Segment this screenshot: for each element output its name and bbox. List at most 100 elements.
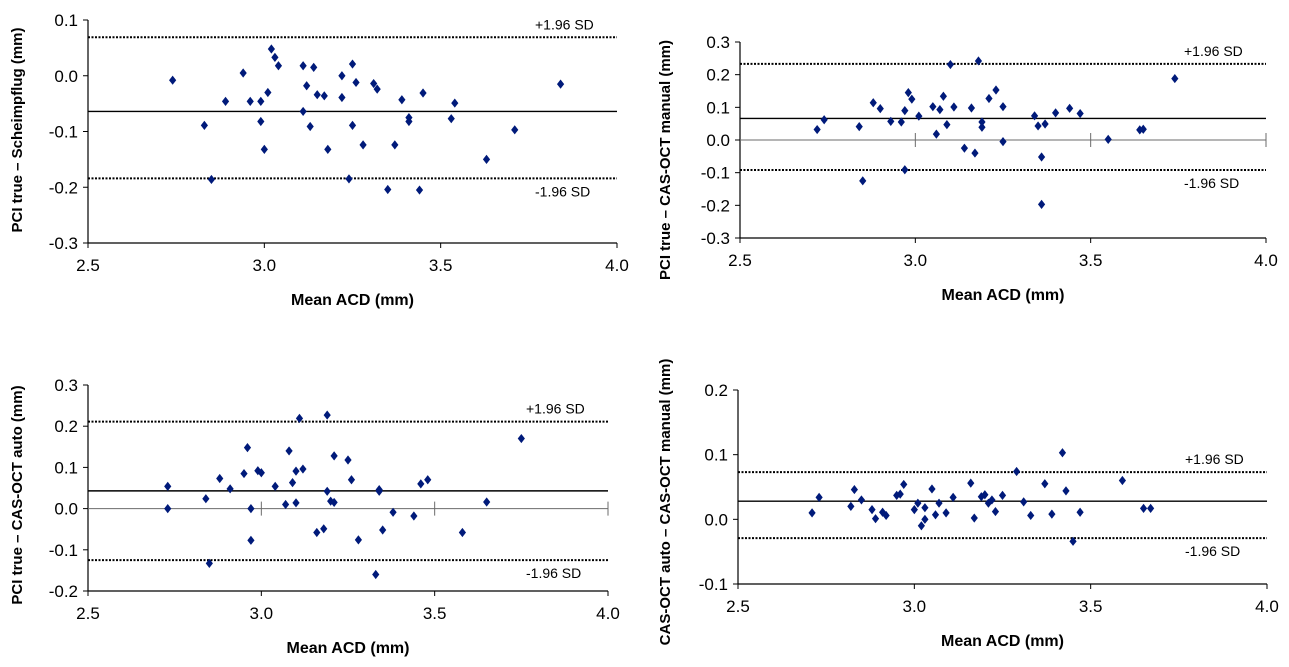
data-point: [338, 92, 346, 103]
data-point: [202, 494, 210, 504]
data-point: [324, 144, 332, 154]
data-point: [247, 504, 255, 514]
data-point: [345, 174, 353, 184]
y-tick-label: -0.3: [49, 234, 78, 253]
y-tick-label: 0.3: [706, 33, 730, 52]
y-tick-label: -0.1: [49, 123, 78, 142]
data-point: [971, 148, 979, 158]
data-point: [869, 98, 877, 108]
data-point: [274, 61, 283, 71]
upper-sd-label: +1.96 SD: [535, 16, 594, 32]
data-point: [871, 514, 880, 524]
data-point: [271, 481, 279, 491]
data-point: [967, 478, 975, 488]
data-point: [372, 569, 380, 580]
data-point: [458, 527, 466, 538]
x-tick-label: 3.5: [423, 604, 447, 623]
y-tick-label: -0.2: [49, 582, 78, 601]
y-tick-label: 0.3: [54, 376, 78, 395]
y-tick-label: 0.0: [704, 510, 728, 529]
x-tick-label: 3.0: [904, 251, 928, 270]
data-point: [354, 535, 362, 545]
y-tick-label: -0.1: [49, 541, 78, 560]
y-tick-label: 0.1: [706, 98, 730, 117]
data-point: [1062, 486, 1070, 496]
data-point: [820, 115, 828, 125]
x-axis-title: Mean ACD (mm): [291, 292, 414, 309]
data-point: [483, 497, 491, 507]
data-point: [917, 521, 925, 531]
data-point: [1041, 119, 1049, 129]
data-point: [813, 124, 821, 135]
data-point: [992, 85, 1000, 95]
data-point: [999, 102, 1007, 112]
data-point: [998, 490, 1007, 501]
data-point: [313, 527, 321, 538]
data-point: [347, 475, 356, 485]
x-tick-label: 4.0: [596, 604, 620, 623]
data-point: [338, 71, 346, 81]
x-axis-title: Mean ACD (mm): [287, 640, 410, 657]
data-point: [977, 492, 985, 502]
data-point: [1076, 108, 1084, 119]
x-tick-label: 4.0: [1255, 597, 1279, 616]
data-point: [292, 498, 300, 508]
y-tick-label: -0.2: [49, 178, 78, 197]
data-point: [373, 84, 381, 94]
y-tick-label: 0.1: [54, 458, 78, 477]
data-point: [254, 466, 262, 476]
y-tick-label: -0.1: [701, 164, 730, 183]
data-point: [999, 137, 1007, 147]
data-point: [908, 94, 916, 104]
data-point: [910, 505, 918, 515]
data-point: [226, 484, 234, 494]
data-point: [295, 413, 304, 423]
data-point: [942, 508, 950, 518]
y-tick-label: 0.2: [704, 381, 728, 400]
data-point: [240, 468, 248, 479]
data-point: [1118, 475, 1127, 486]
x-tick-label: 2.5: [76, 604, 100, 623]
data-point: [292, 466, 300, 476]
data-point: [267, 44, 275, 54]
data-point: [344, 455, 352, 465]
data-point: [359, 140, 367, 150]
data-point: [419, 88, 427, 98]
x-tick-label: 2.5: [728, 251, 752, 270]
data-point: [410, 511, 418, 521]
data-point: [379, 525, 387, 535]
y-axis-title: PCI true – Scheimpflug (mm): [9, 27, 26, 232]
y-axis-title: PCI true – CAS-OCT manual (mm): [657, 40, 674, 280]
data-point: [931, 510, 940, 520]
data-point: [320, 524, 328, 534]
data-point: [1076, 507, 1084, 517]
data-point: [313, 90, 321, 100]
data-point: [447, 114, 455, 124]
x-tick-label: 3.0: [253, 256, 277, 275]
data-point: [984, 498, 992, 508]
data-point: [239, 68, 247, 78]
data-point: [1037, 199, 1046, 209]
y-tick-label: -0.3: [701, 229, 730, 248]
data-point: [1020, 497, 1028, 507]
y-tick-label: 0.1: [54, 11, 78, 30]
data-point: [398, 95, 406, 105]
data-point: [950, 102, 958, 112]
data-point: [847, 501, 855, 511]
x-axis-title: Mean ACD (mm): [941, 633, 1064, 650]
data-point: [299, 464, 307, 474]
data-point: [205, 558, 213, 568]
y-axis-title: PCI true – CAS-OCT auto (mm): [9, 385, 26, 604]
data-point: [960, 143, 969, 153]
x-tick-label: 3.5: [429, 256, 453, 275]
x-tick-label: 3.5: [1079, 597, 1103, 616]
x-tick-label: 4.0: [605, 256, 629, 275]
panel-bottom-right: 0.2 0.1 0.0 -0.1 2.5 3.0 3.5 4.0 +1.96 SD -1.96 S…: [657, 359, 1279, 650]
data-point: [306, 121, 314, 132]
data-point: [200, 120, 208, 130]
data-point: [482, 154, 491, 164]
data-point: [1058, 448, 1067, 458]
data-point: [859, 176, 867, 186]
data-point: [415, 185, 424, 195]
data-point: [320, 91, 328, 101]
